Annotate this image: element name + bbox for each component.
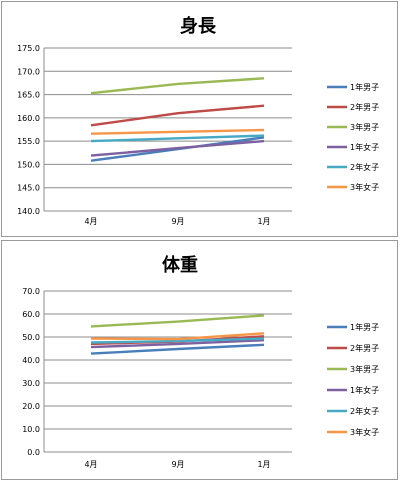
y-tick-label: 170.0 xyxy=(17,67,40,76)
legend-label: 2年男子 xyxy=(350,102,379,112)
x-tick-label: 9月 xyxy=(171,217,184,226)
y-tick-label: 60.0 xyxy=(22,310,40,319)
legend-label: 1年女子 xyxy=(350,142,379,152)
legend-label: 3年女子 xyxy=(350,182,379,192)
x-tick-label: 4月 xyxy=(84,460,97,469)
legend-label: 1年女子 xyxy=(350,385,379,395)
height-line-chart: 身長 140.0 145.0 150.0 155.0 160.0 165.0 170.0 17… xyxy=(17,15,379,226)
y-tick-label: 155.0 xyxy=(17,137,40,146)
y-tick-label: 10.0 xyxy=(22,425,40,434)
chart-title: 体重 xyxy=(162,254,198,276)
y-tick-label: 140.0 xyxy=(17,207,40,216)
legend-label: 1年男子 xyxy=(350,322,379,332)
legend-label: 2年女子 xyxy=(350,406,379,416)
x-tick-label: 9月 xyxy=(171,460,184,469)
y-tick-label: 160.0 xyxy=(17,114,40,123)
x-tick-label: 4月 xyxy=(84,217,97,226)
legend-label: 3年男子 xyxy=(350,364,379,374)
y-tick-label: 50.0 xyxy=(22,333,40,342)
y-tick-label: 70.0 xyxy=(22,287,40,296)
x-tick-label: 1月 xyxy=(257,460,270,469)
y-tick-label: 150.0 xyxy=(17,160,40,169)
y-tick-label: 165.0 xyxy=(17,91,40,100)
series-line xyxy=(90,139,265,157)
series-line xyxy=(90,77,265,95)
y-tick-label: 175.0 xyxy=(17,44,40,53)
y-tick-label: 20.0 xyxy=(22,402,40,411)
legend-label: 3年男子 xyxy=(350,122,379,132)
series-line xyxy=(90,134,265,143)
y-tick-label: 30.0 xyxy=(22,379,40,388)
y-tick-label: 0.0 xyxy=(27,448,40,457)
x-tick-label: 1月 xyxy=(257,217,270,226)
legend-label: 2年女子 xyxy=(350,162,379,172)
legend-label: 1年男子 xyxy=(350,82,379,92)
series-line xyxy=(90,314,265,328)
height-chart-panel: 身長 140.0 145.0 150.0 155.0 160.0 165.0 170.0 17… xyxy=(1,1,398,237)
chart-title: 身長 xyxy=(180,15,217,37)
legend-label: 2年男子 xyxy=(350,343,379,353)
weight-chart-panel: 体重 0.0 10.0 20.0 30.0 40.0 50.0 60.0 70.0 4月 9月 1月… xyxy=(1,240,398,480)
series-line xyxy=(90,332,265,341)
legend-label: 3年女子 xyxy=(350,427,379,437)
series-line xyxy=(90,343,265,355)
weight-line-chart: 体重 0.0 10.0 20.0 30.0 40.0 50.0 60.0 70.0 4月 9月 1月… xyxy=(22,254,379,469)
series-line xyxy=(90,339,265,349)
y-tick-label: 40.0 xyxy=(22,356,40,365)
series-line xyxy=(90,104,265,127)
y-tick-label: 145.0 xyxy=(17,184,40,193)
series-line xyxy=(90,128,265,135)
series-line xyxy=(90,337,265,344)
